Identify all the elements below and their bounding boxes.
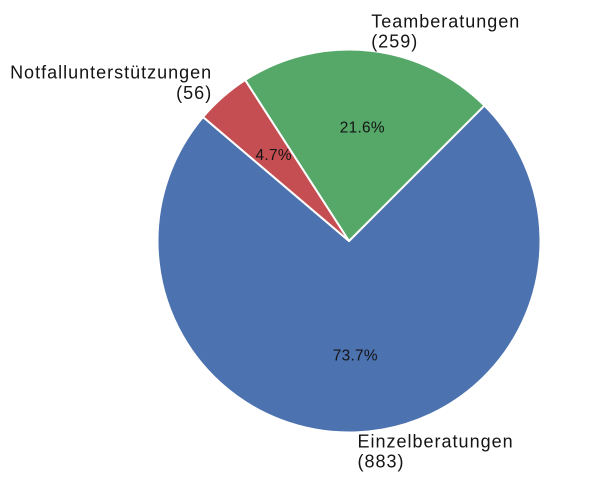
- svg-text:73.7%: 73.7%: [333, 347, 378, 364]
- svg-text:Teamberatungen: Teamberatungen: [371, 11, 520, 31]
- svg-text:4.7%: 4.7%: [256, 147, 292, 164]
- svg-text:(56): (56): [176, 83, 212, 103]
- svg-text:Einzelberatungen: Einzelberatungen: [358, 431, 514, 451]
- svg-text:21.6%: 21.6%: [340, 119, 385, 136]
- svg-text:(883): (883): [358, 451, 405, 471]
- svg-text:Notfallunterstützungen: Notfallunterstützungen: [10, 63, 212, 83]
- svg-text:(259): (259): [371, 31, 418, 51]
